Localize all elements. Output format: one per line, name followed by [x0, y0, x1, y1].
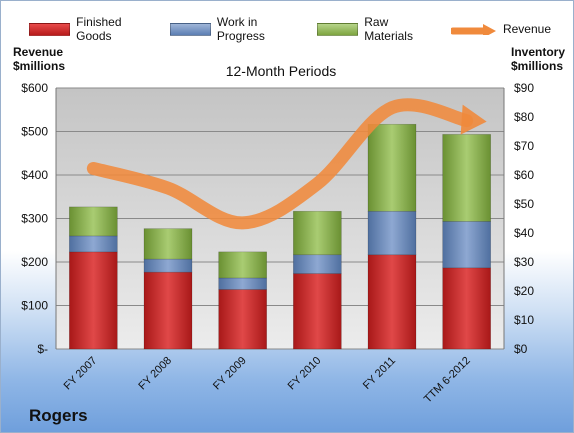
right-tick-label: $10: [514, 313, 534, 327]
legend-item-finished-goods: Finished Goods: [29, 15, 148, 43]
bar-work-in-progress: [367, 210, 417, 256]
bar-finished-goods: [143, 271, 193, 350]
left-tick-label: $400: [21, 168, 48, 182]
right-tick-label: $30: [514, 255, 534, 269]
left-tick-label: $200: [21, 255, 48, 269]
legend-item-raw-materials: Raw Materials: [317, 15, 429, 43]
bar-work-in-progress: [69, 235, 118, 253]
bar-raw-materials: [143, 228, 193, 260]
legend-label-work-in-progress: Work in Progress: [216, 15, 265, 43]
bar-finished-goods: [218, 289, 267, 350]
bar-finished-goods: [293, 273, 342, 350]
right-tick-label: $90: [514, 81, 534, 95]
x-tick-label: TTM 6-2012: [422, 355, 473, 406]
right-tick-label: $80: [514, 110, 534, 124]
legend-item-work-in-progress: Work in Progress: [169, 15, 295, 43]
bar-work-in-progress: [442, 221, 491, 269]
x-tick-label: FY 2008: [136, 355, 174, 393]
bar-raw-materials: [367, 123, 417, 212]
left-tick-label: $-: [37, 342, 48, 356]
legend-label-finished-goods: Finished Goods: [76, 15, 122, 43]
right-tick-label: $0: [514, 342, 528, 356]
legend: Finished Goods Work in Progress Raw Mate…: [29, 15, 573, 43]
bar-raw-materials: [69, 206, 118, 237]
legend-label-raw-materials: Raw Materials: [364, 15, 413, 43]
right-tick-label: $60: [514, 168, 534, 182]
bar-finished-goods: [367, 254, 417, 350]
bar-work-in-progress: [293, 254, 342, 274]
revenue-line: [86, 98, 474, 230]
right-tick-label: $20: [514, 284, 534, 298]
left-tick-label: $500: [21, 125, 48, 139]
right-tick-label: $70: [514, 139, 534, 153]
x-tick-label: FY 2009: [211, 355, 249, 393]
right-tick-label: $50: [514, 197, 534, 211]
left-axis-title: Revenue $millions: [13, 45, 66, 73]
x-tick-label: FY 2010: [286, 355, 324, 393]
legend-label-revenue: Revenue: [502, 22, 551, 36]
x-tick-label: FY 2011: [361, 355, 398, 392]
legend-item-revenue: Revenue: [450, 15, 551, 43]
right-tick-label: $40: [514, 226, 534, 240]
x-tick-label: FY 2007: [62, 355, 100, 393]
left-tick-label: $600: [21, 81, 48, 95]
legend-swatch-raw-materials: [317, 22, 359, 36]
company-name: Rogers: [29, 406, 88, 425]
chart-subtitle: 12-Month Periods: [225, 63, 337, 79]
left-tick-label: $100: [21, 299, 48, 313]
legend-swatch-work-in-progress: [169, 22, 211, 36]
legend-swatch-revenue: [450, 23, 496, 35]
bar-raw-materials: [293, 210, 342, 256]
bar-finished-goods: [69, 251, 118, 350]
bar-raw-materials: [218, 251, 267, 279]
legend-swatch-finished-goods: [29, 22, 71, 36]
revenue-arrowhead: [460, 104, 487, 135]
bar-raw-materials: [442, 134, 491, 222]
bar-work-in-progress: [143, 258, 193, 273]
left-tick-label: $300: [21, 212, 48, 226]
bar-finished-goods: [442, 267, 491, 350]
right-axis-title: Inventory $millions: [511, 45, 566, 73]
bar-work-in-progress: [218, 277, 267, 290]
